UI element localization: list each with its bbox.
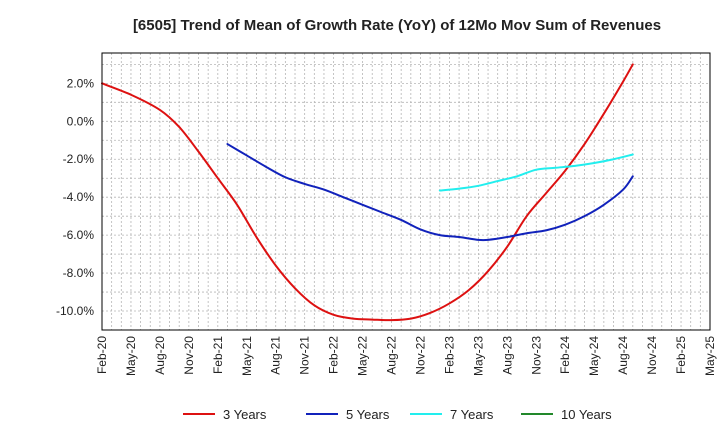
x-tick-label: Feb-21 <box>211 336 225 374</box>
x-tick-label: Nov-23 <box>529 336 543 375</box>
x-tick-label: Feb-25 <box>674 336 688 374</box>
plot-background <box>102 53 710 330</box>
x-tick-label: Feb-22 <box>327 336 341 374</box>
x-tick-label: Aug-24 <box>616 336 630 375</box>
x-tick-label: Aug-22 <box>385 336 399 375</box>
x-tick-label: Aug-21 <box>269 336 283 375</box>
x-tick-label: Feb-24 <box>558 336 572 374</box>
x-tick-label: Nov-22 <box>413 336 427 375</box>
y-tick-label: -8.0% <box>63 266 95 280</box>
legend-label-3-years: 3 Years <box>223 407 267 422</box>
x-tick-label: May-21 <box>240 336 254 376</box>
legend-label-10-years: 10 Years <box>561 407 612 422</box>
legend: 3 Years 5 Years 7 Years 10 Years <box>183 407 612 422</box>
chart-title: [6505] Trend of Mean of Growth Rate (YoY… <box>133 17 661 34</box>
x-tick-label: Aug-20 <box>153 336 167 375</box>
x-tick-label: May-20 <box>124 336 138 376</box>
x-tick-label: May-25 <box>703 336 717 376</box>
x-axis: Feb-20 May-20 Aug-20 Nov-20 Feb-21 May-21 Aug-… <box>95 336 717 376</box>
series-layer <box>101 63 634 322</box>
x-tick-label: May-22 <box>356 336 370 376</box>
series-line-3-years <box>101 63 634 322</box>
plot-border <box>101 52 711 331</box>
y-tick-label: -4.0% <box>63 190 95 204</box>
x-tick-label: Aug-23 <box>500 336 514 375</box>
y-tick-label: -6.0% <box>63 228 95 242</box>
x-tick-label: Feb-20 <box>95 336 109 374</box>
x-tick-label: May-23 <box>471 336 485 376</box>
y-tick-label: 0.0% <box>67 114 95 128</box>
x-tick-label: Nov-21 <box>298 336 312 375</box>
y-tick-label: -10.0% <box>56 304 94 318</box>
y-tick-label: 2.0% <box>67 76 95 90</box>
legend-label-7-years: 7 Years <box>450 407 494 422</box>
series-line-5-years <box>226 143 634 242</box>
y-axis: 2.0% 0.0% -2.0% -4.0% -6.0% -8.0% -10.0% <box>56 76 94 318</box>
x-tick-label: Nov-20 <box>182 336 196 375</box>
x-tick-label: Nov-24 <box>645 336 659 375</box>
x-tick-label: Feb-23 <box>442 336 456 374</box>
y-tick-label: -2.0% <box>63 152 95 166</box>
x-tick-label: May-24 <box>587 336 601 376</box>
series-line-7-years <box>438 153 634 192</box>
legend-label-5-years: 5 Years <box>346 407 390 422</box>
